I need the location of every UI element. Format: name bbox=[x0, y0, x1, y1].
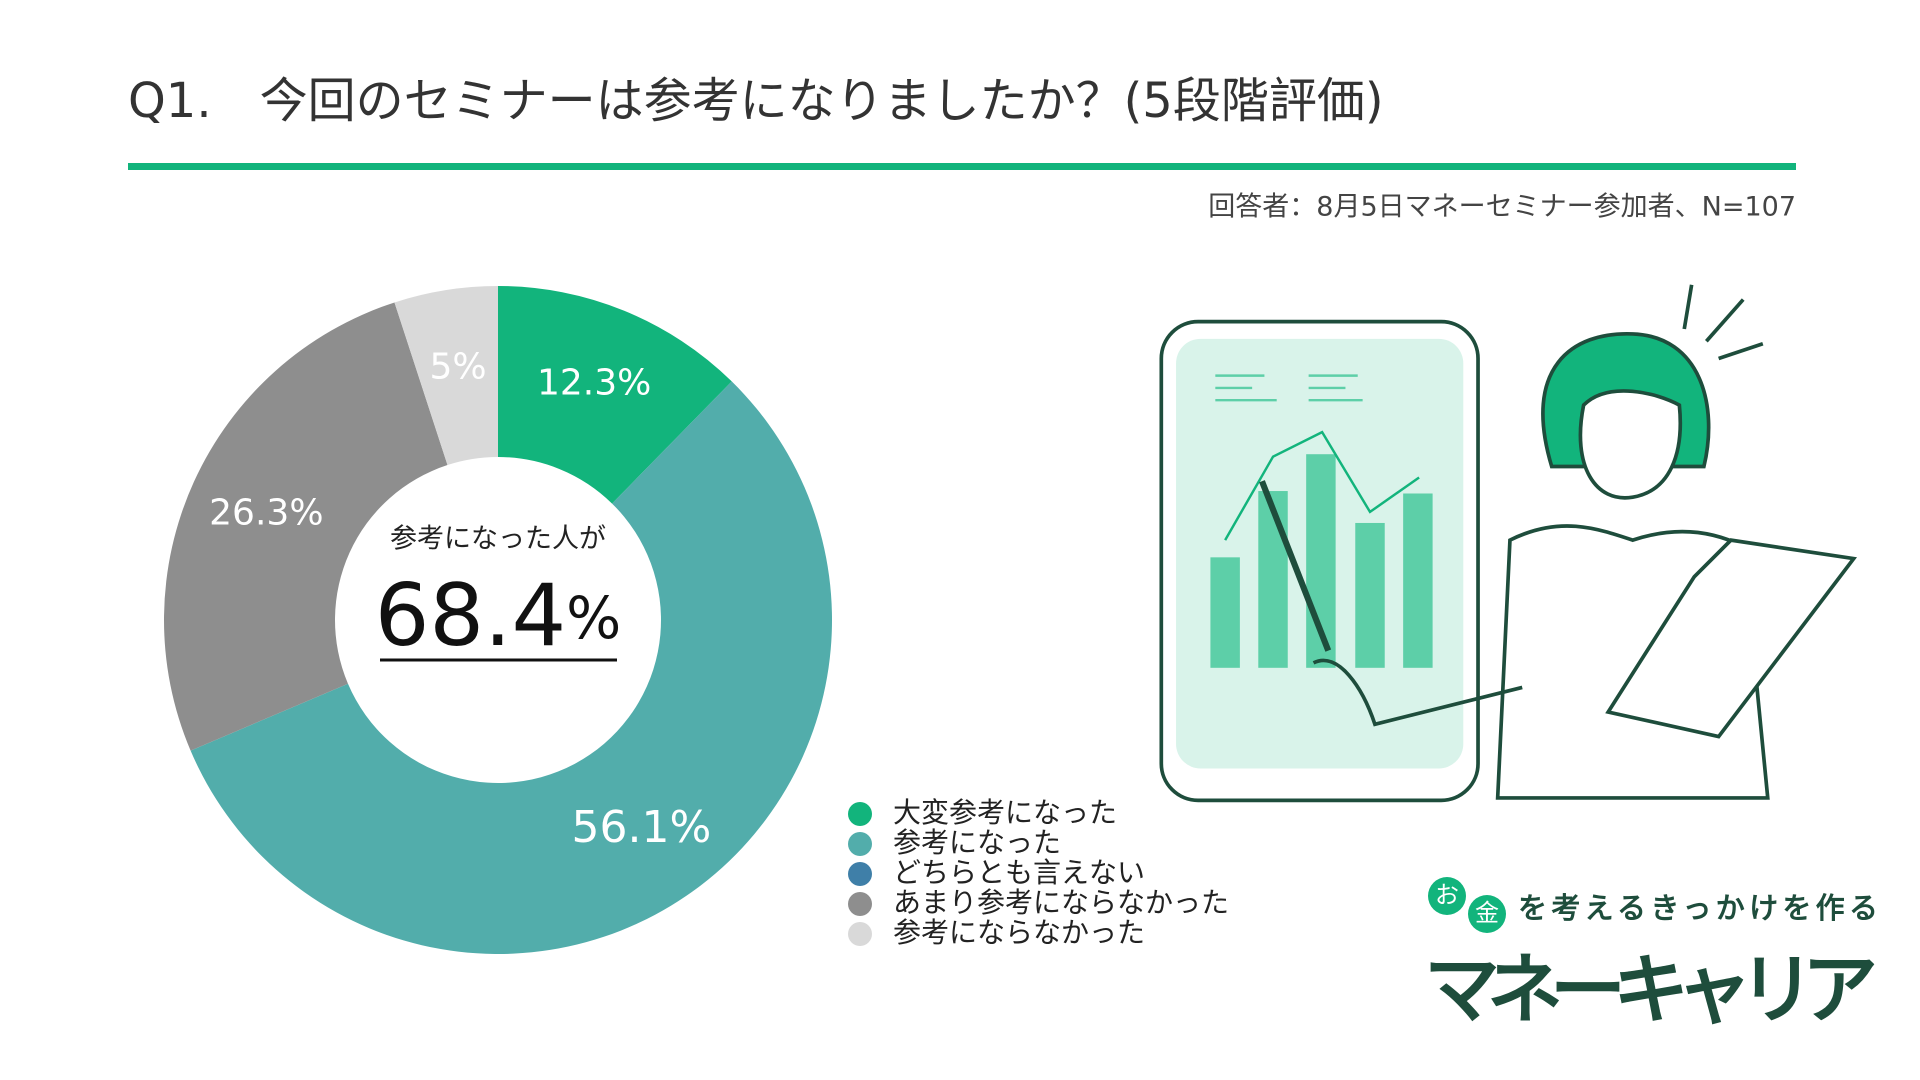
logo-name: マネーキャリア bbox=[1424, 945, 1878, 1034]
legend-label: 参考にならなかった bbox=[893, 916, 1145, 949]
data-label: 12.3% bbox=[537, 362, 651, 403]
center-text: 参考になった人が bbox=[390, 524, 606, 555]
screen-line bbox=[1224, 430, 1420, 541]
donut-segment bbox=[190, 381, 833, 954]
donut-segment bbox=[164, 302, 448, 751]
legend-label: どちらとも言えない bbox=[893, 856, 1145, 889]
logo-tagline: を考えるきっかけを作る bbox=[1518, 891, 1878, 925]
legend: 大変参考になった参考になったどちらとも言えないあまり参考にならなかった参考になら… bbox=[848, 796, 1229, 949]
clipboard bbox=[1605, 538, 1858, 739]
title-rule bbox=[128, 163, 1796, 170]
legend-swatch bbox=[848, 832, 872, 856]
logo-badge-text: お bbox=[1435, 881, 1459, 909]
data-label: 56.1% bbox=[572, 802, 712, 853]
legend-swatch bbox=[848, 802, 872, 826]
data-label: 5% bbox=[430, 347, 487, 388]
logo-badge bbox=[1428, 877, 1466, 915]
legend-label: あまり参考にならなかった bbox=[893, 886, 1229, 919]
logo: お 金 を考えるきっかけを作る マネーキャリア bbox=[1424, 877, 1878, 1034]
center-value: 68.4% bbox=[375, 566, 622, 666]
donut-chart: 12.3% 56.1% 26.3% 5% bbox=[164, 286, 833, 954]
pointer bbox=[1259, 480, 1332, 652]
donut-segment bbox=[498, 286, 732, 504]
logo-badge bbox=[1468, 895, 1506, 933]
donut-segment bbox=[394, 286, 498, 466]
illustration bbox=[1159, 284, 1858, 803]
center-unit: % bbox=[566, 584, 621, 652]
screen-lines bbox=[1215, 374, 1363, 402]
title: Q1. 今回のセミナーは参考になりましたか？(5段階評価) bbox=[128, 73, 1384, 129]
legend-swatch bbox=[848, 892, 872, 916]
legend-label: 大変参考になった bbox=[893, 796, 1117, 829]
face bbox=[1578, 389, 1683, 500]
arm bbox=[1312, 658, 1523, 727]
legend-label: 参考になった bbox=[893, 826, 1061, 859]
data-label: 26.3% bbox=[209, 493, 323, 534]
legend-swatch bbox=[848, 922, 872, 946]
subtitle: 回答者：8月5日マネーセミナー参加者、N=107 bbox=[1208, 192, 1796, 223]
logo-badge-text: 金 bbox=[1475, 899, 1499, 927]
legend-swatch bbox=[848, 862, 872, 886]
spark bbox=[1682, 284, 1764, 361]
center-number: 68.4 bbox=[375, 566, 566, 666]
